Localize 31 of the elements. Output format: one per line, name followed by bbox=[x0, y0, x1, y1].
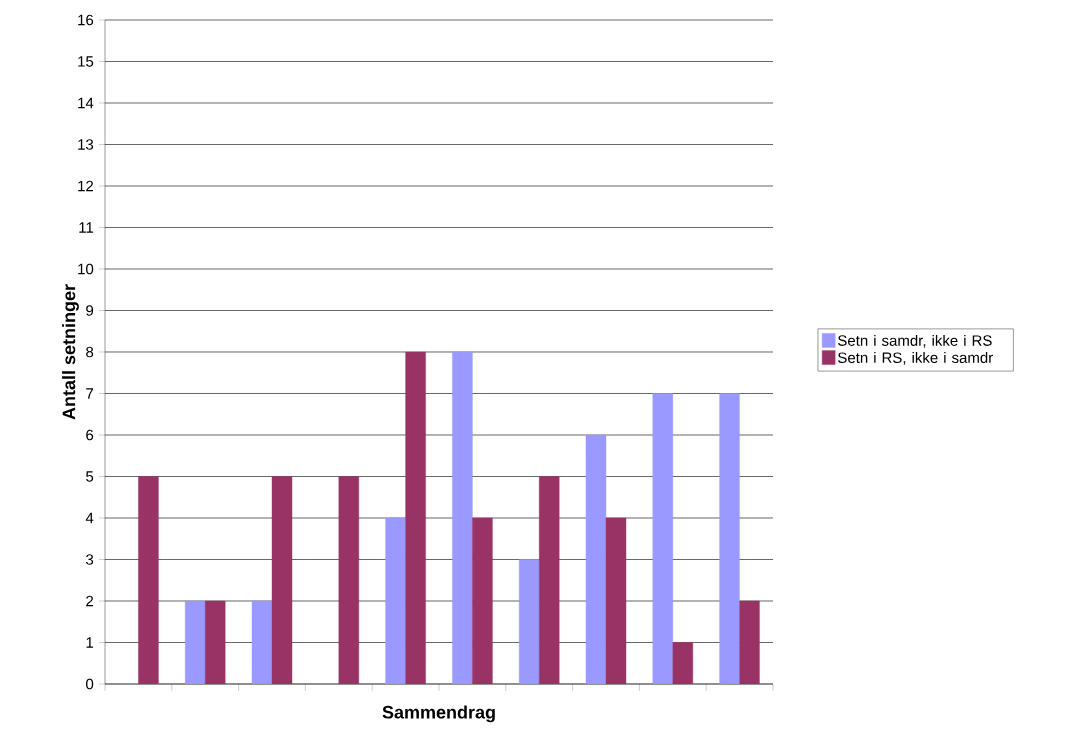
legend-label: Setn i samdr, ikke i RS bbox=[838, 334, 992, 348]
y-tick-label: 13 bbox=[78, 139, 94, 150]
y-tick-label: 10 bbox=[78, 263, 94, 275]
bar bbox=[739, 600, 760, 684]
y-tick-label: 9 bbox=[86, 305, 94, 316]
bar bbox=[338, 476, 360, 684]
bar bbox=[271, 476, 293, 684]
y-tick-label: 8 bbox=[86, 346, 94, 358]
y-tick-label: 6 bbox=[86, 429, 94, 441]
bar bbox=[672, 642, 694, 684]
y-tick-label: 4 bbox=[85, 512, 94, 524]
bar bbox=[138, 476, 159, 684]
x-axis-title: Sammendrag bbox=[382, 705, 495, 723]
bar bbox=[205, 600, 226, 684]
y-tick-label: 3 bbox=[86, 554, 94, 565]
bar bbox=[472, 517, 493, 684]
y-tick-label: 1 bbox=[86, 637, 94, 648]
y-tick-label: 5 bbox=[86, 471, 94, 482]
y-tick-label: 7 bbox=[86, 388, 94, 399]
y-tick-label: 0 bbox=[86, 678, 94, 690]
y-tick-label: 12 bbox=[78, 180, 94, 192]
bar bbox=[405, 351, 426, 684]
bar bbox=[605, 517, 627, 684]
y-tick-label: 2 bbox=[86, 595, 94, 607]
legend-label: Setn i RS, ikke i samdr bbox=[838, 352, 993, 365]
y-tick-label: 14 bbox=[78, 97, 94, 109]
y-tick-label: 16 bbox=[78, 14, 94, 26]
y-tick-label: 15 bbox=[78, 56, 94, 67]
bar bbox=[539, 476, 560, 684]
y-axis-title: Antall setninger bbox=[62, 284, 79, 420]
y-tick-label: 11 bbox=[79, 222, 94, 233]
